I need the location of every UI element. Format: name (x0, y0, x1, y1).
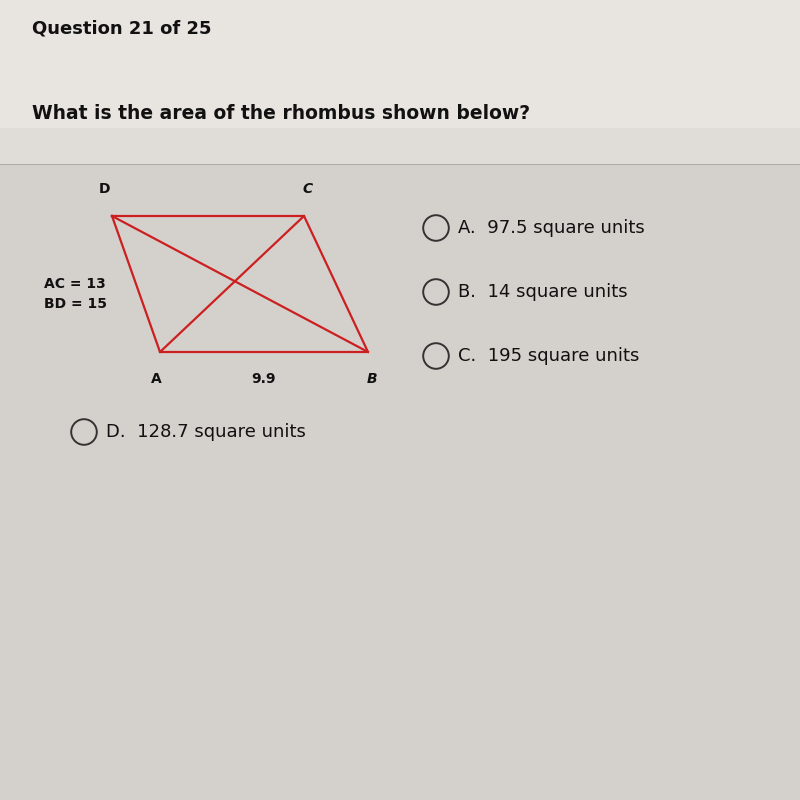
FancyBboxPatch shape (0, 128, 800, 164)
Text: A: A (150, 372, 162, 386)
Text: D: D (98, 182, 110, 196)
Text: B.  14 square units: B. 14 square units (458, 283, 628, 301)
Text: C: C (303, 182, 313, 196)
Text: C.  195 square units: C. 195 square units (458, 347, 640, 365)
FancyBboxPatch shape (0, 0, 800, 128)
Text: Question 21 of 25: Question 21 of 25 (32, 19, 211, 37)
Text: AC = 13: AC = 13 (44, 277, 106, 291)
Text: A.  97.5 square units: A. 97.5 square units (458, 219, 645, 237)
Text: 9.9: 9.9 (252, 372, 276, 386)
Text: What is the area of the rhombus shown below?: What is the area of the rhombus shown be… (32, 104, 530, 123)
Text: BD = 15: BD = 15 (44, 297, 107, 311)
Text: D.  128.7 square units: D. 128.7 square units (106, 423, 306, 441)
Text: B: B (366, 372, 378, 386)
